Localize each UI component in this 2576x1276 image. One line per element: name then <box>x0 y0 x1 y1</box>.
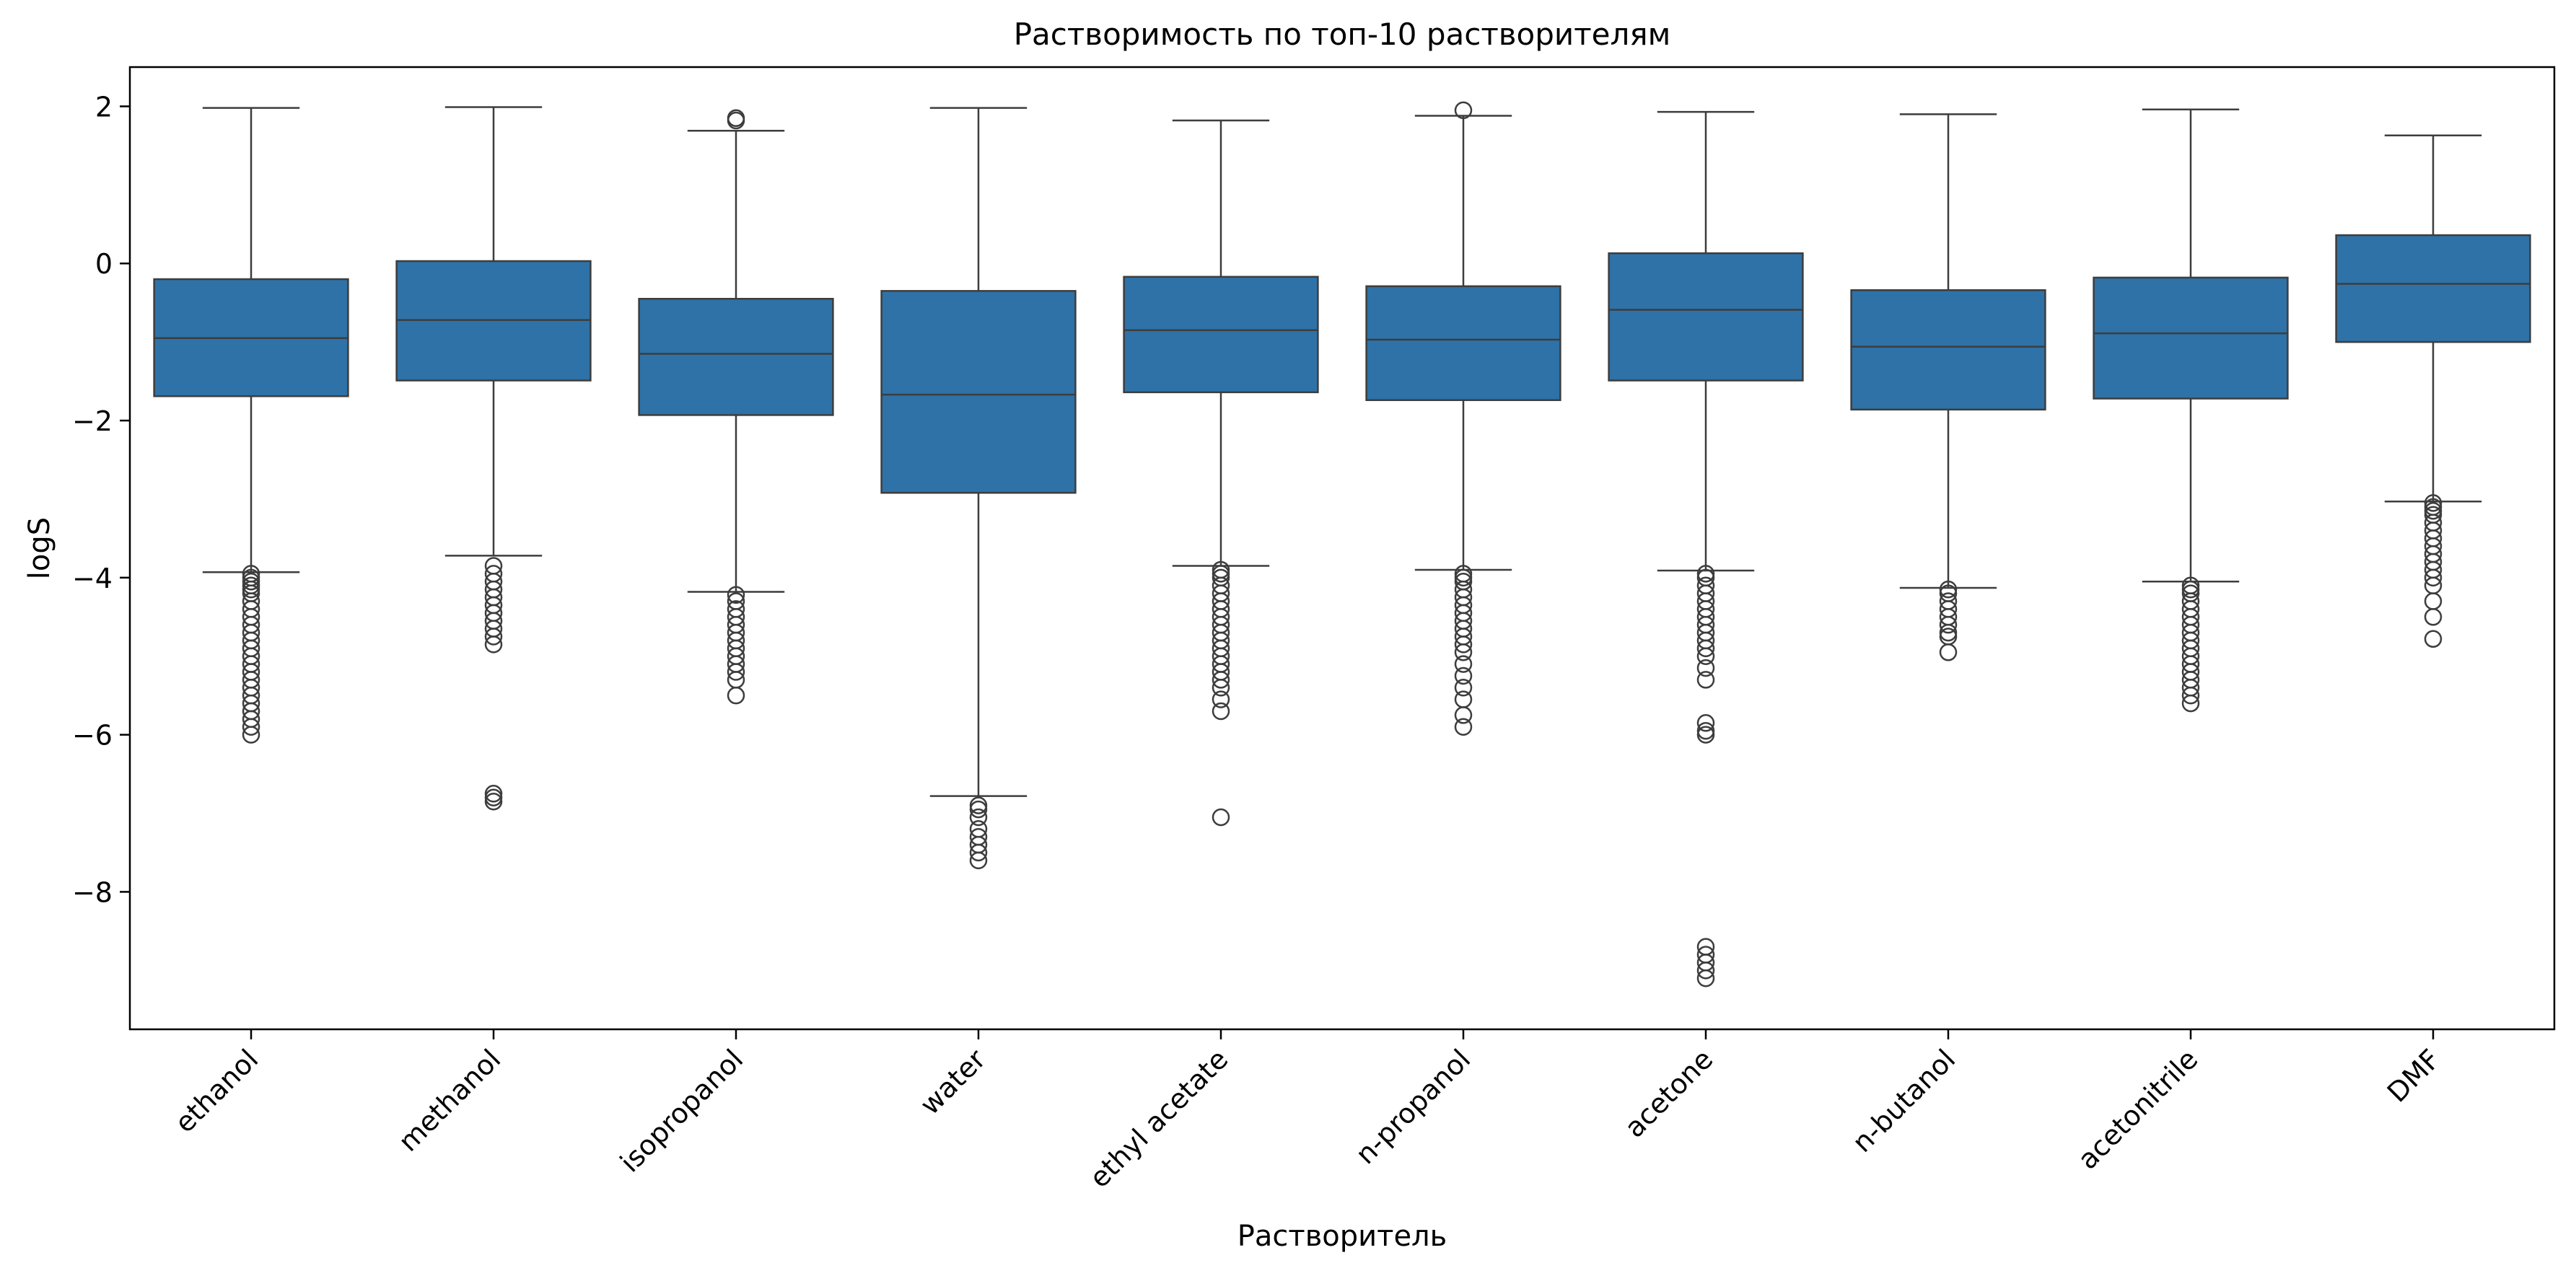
outlier-point <box>1696 565 1715 583</box>
outlier-point <box>484 792 503 811</box>
outlier-point <box>1454 718 1473 736</box>
outlier-point <box>1454 101 1473 120</box>
box-group-ethyl-acetate <box>1123 119 1319 567</box>
outlier-point <box>969 843 988 862</box>
outlier-point <box>242 726 260 744</box>
x-axis-label: Растворитель <box>1237 1220 1447 1253</box>
outlier-point <box>242 573 260 591</box>
outlier-point <box>2181 694 2200 713</box>
outlier-point <box>2424 494 2443 512</box>
outlier-point <box>1212 671 1230 689</box>
outlier-point <box>2424 608 2443 626</box>
outlier-point <box>727 109 745 128</box>
y-tick-label: 2 <box>95 91 113 123</box>
outlier-point <box>1939 580 1958 599</box>
outlier-point <box>242 580 260 599</box>
outlier-point <box>1696 969 1715 987</box>
box-group-DMF <box>2335 134 2531 503</box>
box-group-isopropanol <box>638 129 834 593</box>
outlier-point <box>969 808 988 827</box>
outlier-point <box>1939 615 1958 634</box>
outlier-point <box>969 851 988 870</box>
outlier-point <box>2181 686 2200 705</box>
outliers-layer <box>242 101 2443 987</box>
box-group-methanol <box>395 106 592 557</box>
outlier-point <box>969 796 988 814</box>
box-group-water <box>880 107 1077 797</box>
outlier-point <box>484 788 503 807</box>
outlier-point <box>484 635 503 654</box>
outlier-point <box>1212 702 1230 721</box>
outlier-point <box>1696 962 1715 980</box>
outlier-point <box>1454 655 1473 673</box>
box-group-n-propanol <box>1365 115 1561 571</box>
outlier-point <box>969 800 988 819</box>
y-axis-label: logS <box>23 517 56 579</box>
outlier-point <box>1212 808 1230 827</box>
outlier-point <box>1212 679 1230 697</box>
box-group-n-butanol <box>1850 113 2046 589</box>
y-tick-label: 0 <box>95 248 113 280</box>
outlier-point <box>484 785 503 803</box>
y-tick-label: −4 <box>72 563 113 594</box>
box <box>638 297 834 416</box>
outlier-point <box>242 718 260 736</box>
outlier-point <box>1454 643 1473 661</box>
box <box>1608 252 1804 382</box>
box-group-ethanol <box>153 107 349 573</box>
y-tick-label: −8 <box>72 876 113 908</box>
y-tick-label: −6 <box>72 720 113 752</box>
outlier-point <box>1454 679 1473 697</box>
outlier-point <box>1454 635 1473 654</box>
outlier-point <box>1454 706 1473 724</box>
outlier-point <box>1696 647 1715 665</box>
y-tick-label: −2 <box>72 405 113 437</box>
box <box>2093 276 2289 400</box>
box <box>1123 276 1319 394</box>
outlier-point <box>1212 690 1230 708</box>
outlier-point <box>727 686 745 705</box>
outlier-point <box>1212 565 1230 583</box>
box <box>2335 234 2531 343</box>
outlier-point <box>1696 659 1715 677</box>
box-group-acetonitrile <box>2093 108 2289 583</box>
outlier-point <box>1696 639 1715 658</box>
outlier-point <box>2424 502 2443 520</box>
outlier-point <box>2181 580 2200 599</box>
outlier-point <box>1454 666 1473 685</box>
y-axis: 2 0 −2 −4 −6 −8 <box>72 91 130 908</box>
outlier-point <box>1939 623 1958 642</box>
outlier-point <box>1696 671 1715 689</box>
outlier-point <box>2424 568 2443 587</box>
plot-frame <box>128 66 2556 1031</box>
outlier-point <box>1696 714 1715 732</box>
boxes-layer <box>153 106 2531 797</box>
outlier-point <box>484 628 503 646</box>
outlier-point <box>1454 568 1473 587</box>
outlier-point <box>727 586 745 604</box>
outlier-point <box>2424 630 2443 648</box>
outlier-point <box>1939 643 1958 661</box>
box <box>1365 285 1561 401</box>
box-group-acetone <box>1608 110 1804 572</box>
chart-title: Растворимость по топ-10 растворителям <box>1014 17 1671 52</box>
outlier-point <box>1696 726 1715 744</box>
outlier-point <box>1696 721 1715 740</box>
outlier-point <box>727 663 745 681</box>
box <box>880 290 1077 494</box>
box <box>1850 289 2046 411</box>
